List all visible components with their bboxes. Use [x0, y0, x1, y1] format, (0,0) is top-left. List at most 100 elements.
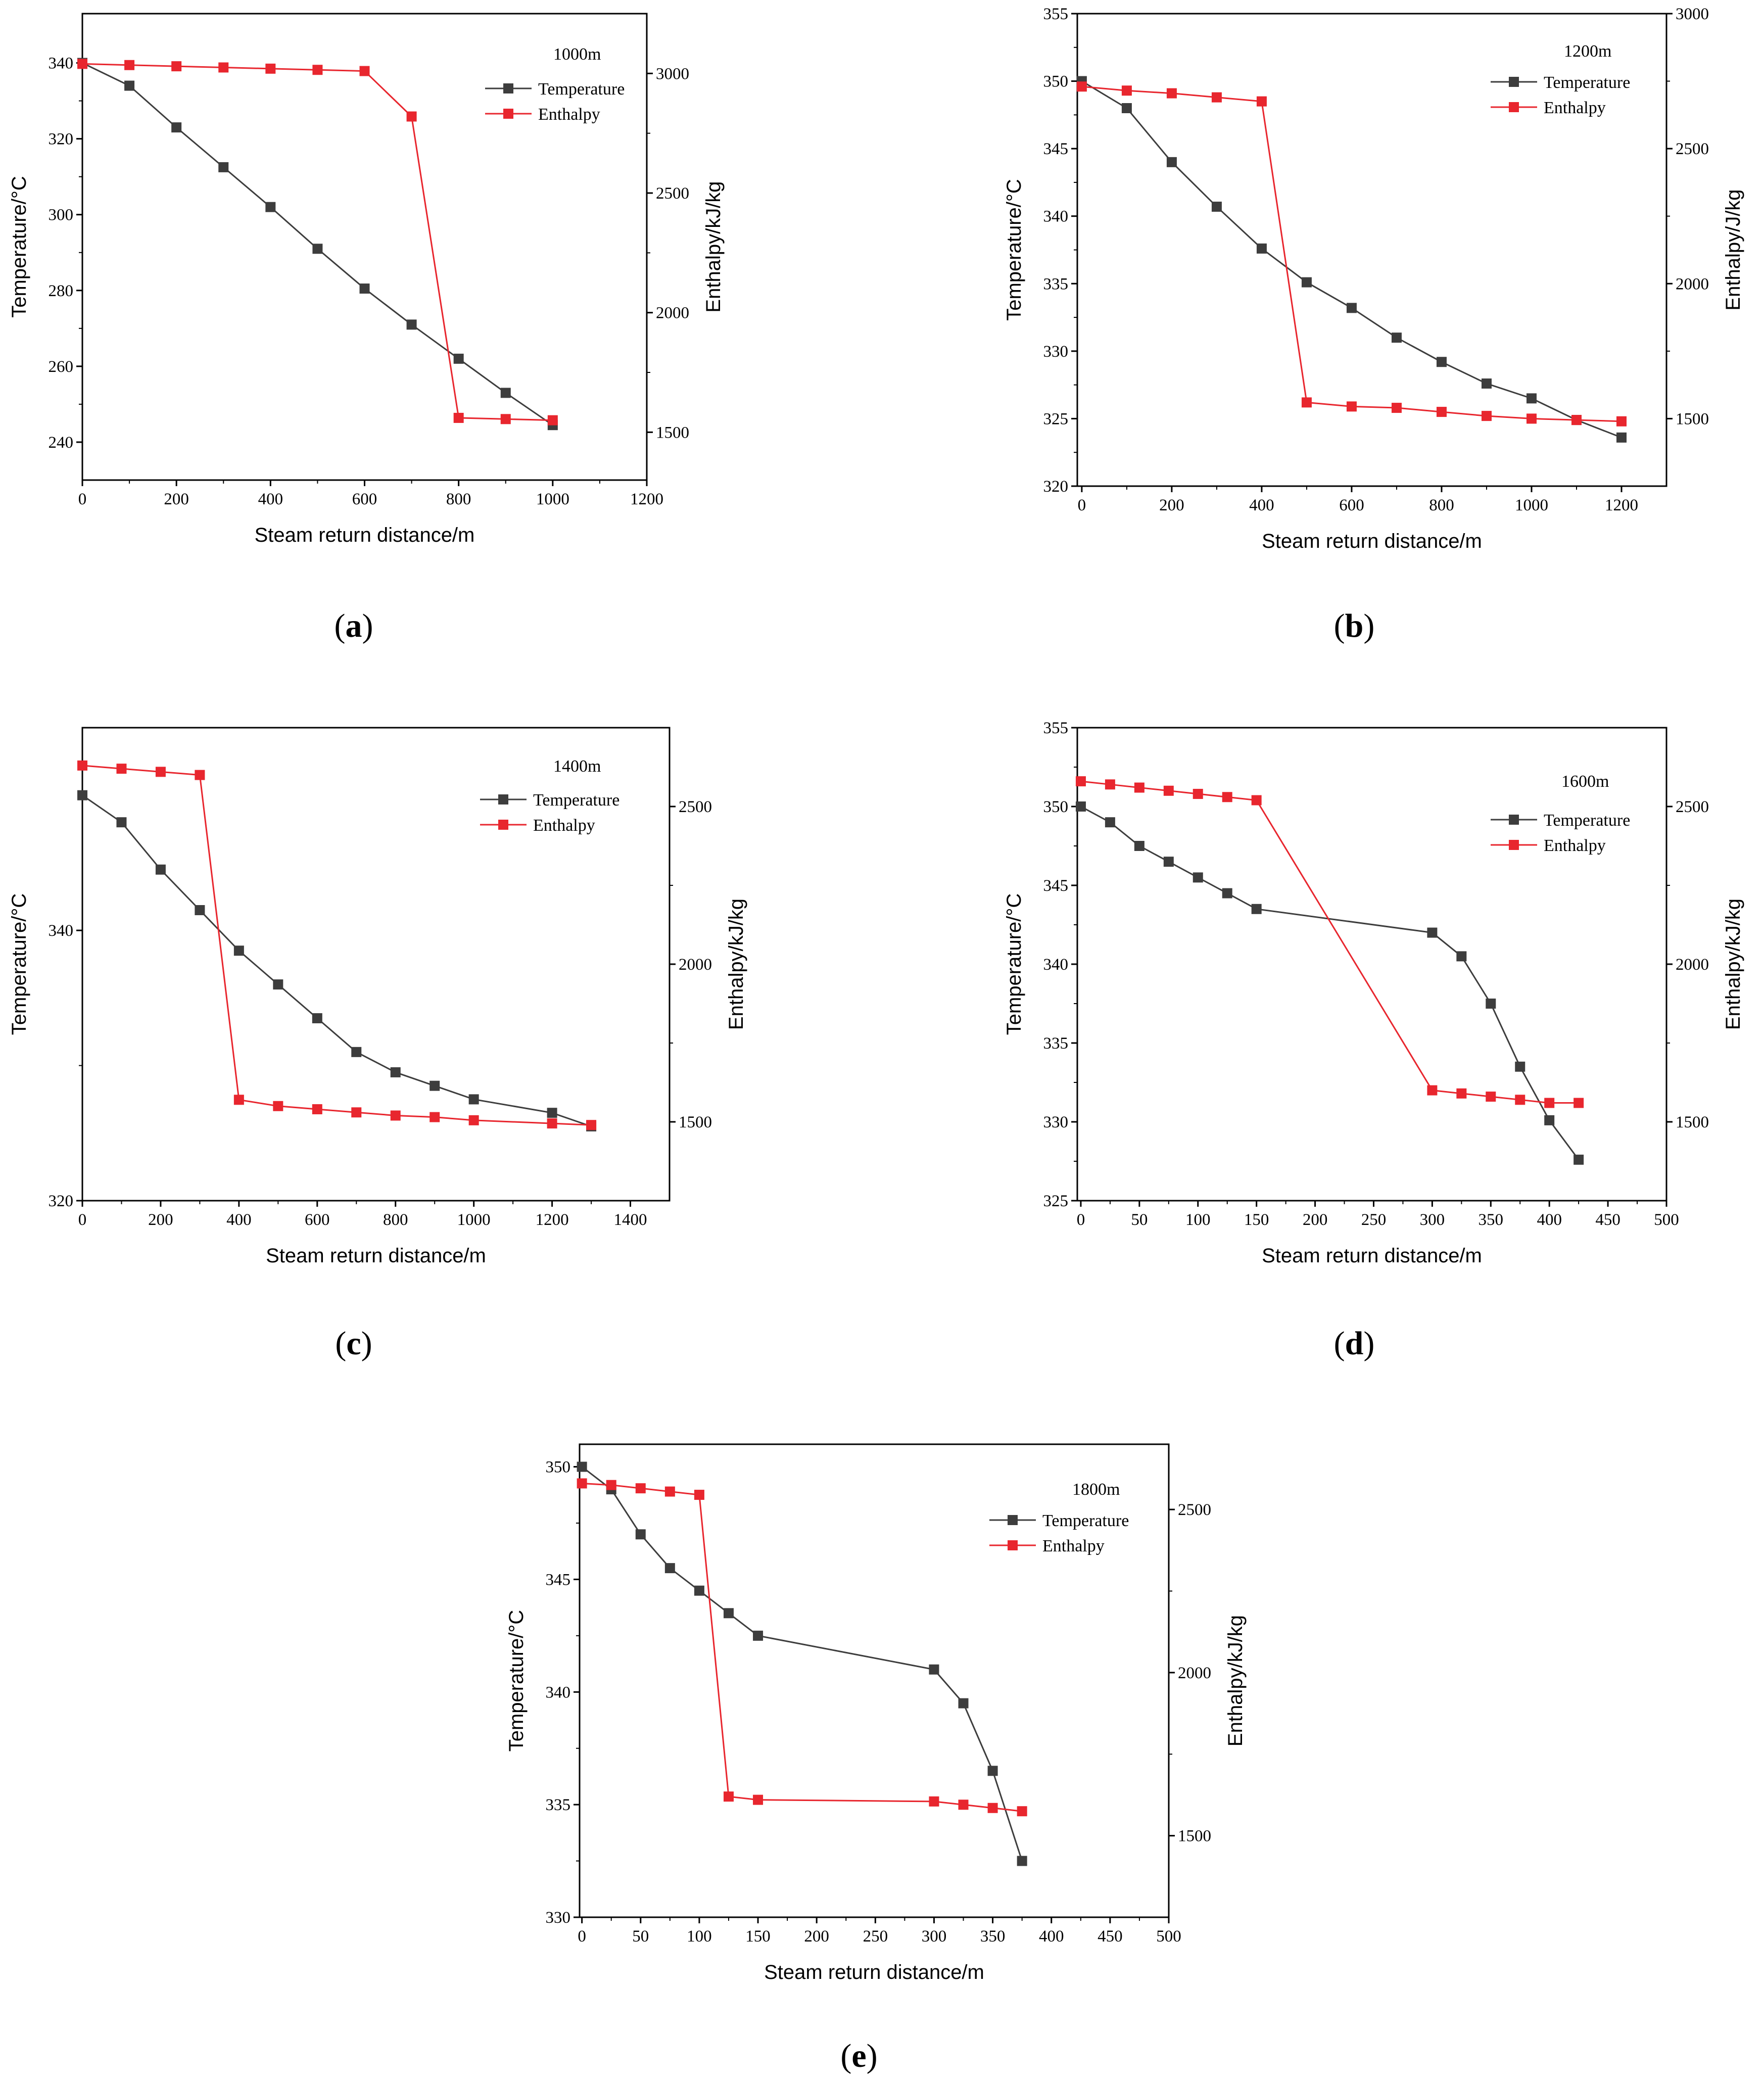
y2-axis-title: Enthalpy/J/kg [1722, 189, 1744, 310]
temperature-marker [218, 162, 229, 172]
y-axis-title: Temperature/°C [8, 176, 30, 318]
enthalpy-marker [1391, 403, 1402, 413]
temperature-marker [124, 80, 135, 91]
enthalpy-marker [1486, 1092, 1496, 1102]
y2-tick-label: 2000 [1178, 1664, 1211, 1682]
temperature-marker [1526, 393, 1537, 404]
enthalpy-marker [1222, 792, 1232, 802]
panel-caption: (b) [1334, 607, 1375, 644]
x-axis-title: Steam return distance/m [764, 1961, 984, 1983]
enthalpy-marker [430, 1112, 440, 1122]
legend-marker-enthalpy [498, 820, 508, 830]
enthalpy-marker [116, 764, 127, 774]
x-tick-label: 350 [980, 1927, 1006, 1946]
y-tick-label: 330 [546, 1909, 571, 1927]
legend-label-temperature: Temperature [538, 80, 625, 99]
y-tick-label: 320 [49, 1192, 74, 1210]
enthalpy-marker [1163, 785, 1174, 796]
temperature-marker [233, 945, 244, 956]
panel-c: 0 200 400 600 800 1000 1200 1400 320 340 1500 2000 2… [8, 727, 747, 1362]
x-axis-title: Steam return distance/m [255, 524, 475, 546]
temperature-marker [577, 1461, 587, 1472]
legend-label-enthalpy: Enthalpy [533, 816, 595, 835]
enthalpy-marker [312, 65, 323, 75]
enthalpy-marker [155, 767, 166, 777]
temperature-marker [312, 244, 323, 254]
legend-marker-enthalpy [503, 109, 513, 119]
legend-label-enthalpy: Enthalpy [1544, 99, 1606, 117]
legend-label-enthalpy: Enthalpy [1042, 1537, 1105, 1555]
enthalpy-marker [195, 770, 205, 780]
x-tick-label: 1000 [457, 1211, 491, 1229]
enthalpy-marker [987, 1803, 998, 1813]
enthalpy-marker [547, 1118, 557, 1129]
temperature-marker [547, 1108, 557, 1118]
enthalpy-line [82, 765, 592, 1126]
temperature-marker [195, 905, 205, 916]
enthalpy-marker [351, 1107, 362, 1118]
x-tick-label: 500 [1156, 1927, 1181, 1946]
enthalpy-marker [1105, 779, 1115, 790]
enthalpy-marker [1017, 1806, 1027, 1817]
y-tick-label: 345 [546, 1571, 571, 1589]
y-tick-label: 345 [1043, 140, 1069, 158]
temperature-marker [453, 353, 464, 364]
y2-axis-title: Enthalpy/kJ/kg [1722, 898, 1744, 1030]
y-tick-label: 340 [546, 1683, 571, 1701]
panel-caption-letter: c [346, 1325, 361, 1362]
enthalpy-marker [233, 1095, 244, 1105]
enthalpy-marker [1481, 411, 1492, 421]
x-tick-label: 200 [148, 1211, 173, 1229]
x-axis-title: Steam return distance/m [1262, 1245, 1482, 1267]
temperature-marker [265, 202, 276, 212]
temperature-marker [155, 864, 166, 875]
y-tick-label: 260 [49, 358, 74, 376]
y2-tick-label: 2500 [1676, 140, 1709, 158]
y2-tick-label: 2000 [656, 304, 689, 322]
y2-axis-title: Enthalpy/kJ/kg [702, 181, 725, 312]
x-tick-label: 450 [1098, 1927, 1123, 1946]
enthalpy-marker [218, 62, 229, 73]
depth-annotation: 1600m [1561, 772, 1609, 791]
legend-marker-enthalpy [1509, 102, 1519, 112]
enthalpy-line [1080, 780, 1579, 1104]
y-tick-label: 325 [1043, 1192, 1069, 1210]
y2-tick-label: 2500 [656, 184, 689, 203]
x-tick-label: 600 [352, 490, 377, 508]
x-tick-label: 300 [922, 1927, 947, 1946]
x-tick-label: 600 [1339, 496, 1364, 514]
enthalpy-line [582, 1482, 1022, 1812]
enthalpy-marker [1436, 407, 1447, 417]
y-tick-label: 240 [49, 434, 74, 452]
temperature-marker [1456, 951, 1467, 962]
enthalpy-marker [1076, 81, 1087, 92]
temperature-marker [1256, 243, 1267, 254]
x-tick-label: 600 [305, 1211, 330, 1229]
y-axis-title: Temperature/°C [505, 1610, 528, 1752]
enthalpy-line [82, 63, 553, 421]
x-tick-label: 400 [1039, 1927, 1064, 1946]
temperature-marker [273, 979, 283, 990]
temperature-marker [359, 283, 370, 294]
y2-tick-label: 2000 [679, 956, 712, 974]
temperature-marker [664, 1563, 675, 1574]
panel-caption: (e) [840, 2038, 877, 2074]
enthalpy-marker [1121, 85, 1132, 96]
depth-annotation: 1000m [553, 45, 601, 64]
enthalpy-marker [577, 1478, 587, 1489]
legend-marker-enthalpy [1509, 840, 1519, 850]
enthalpy-marker [1251, 795, 1262, 806]
x-tick-label: 1000 [1515, 496, 1548, 514]
temperature-marker [1515, 1061, 1525, 1072]
enthalpy-marker [265, 63, 276, 74]
enthalpy-marker [312, 1104, 322, 1115]
enthalpy-marker [929, 1796, 939, 1807]
panel-caption: (a) [335, 607, 373, 644]
temperature-marker [1481, 378, 1492, 389]
y-tick-label: 280 [49, 282, 74, 300]
temperature-marker [1436, 357, 1447, 367]
x-tick-label: 1000 [536, 490, 569, 508]
x-tick-label: 400 [1249, 496, 1274, 514]
enthalpy-marker [453, 412, 464, 423]
x-tick-label: 100 [687, 1927, 712, 1946]
